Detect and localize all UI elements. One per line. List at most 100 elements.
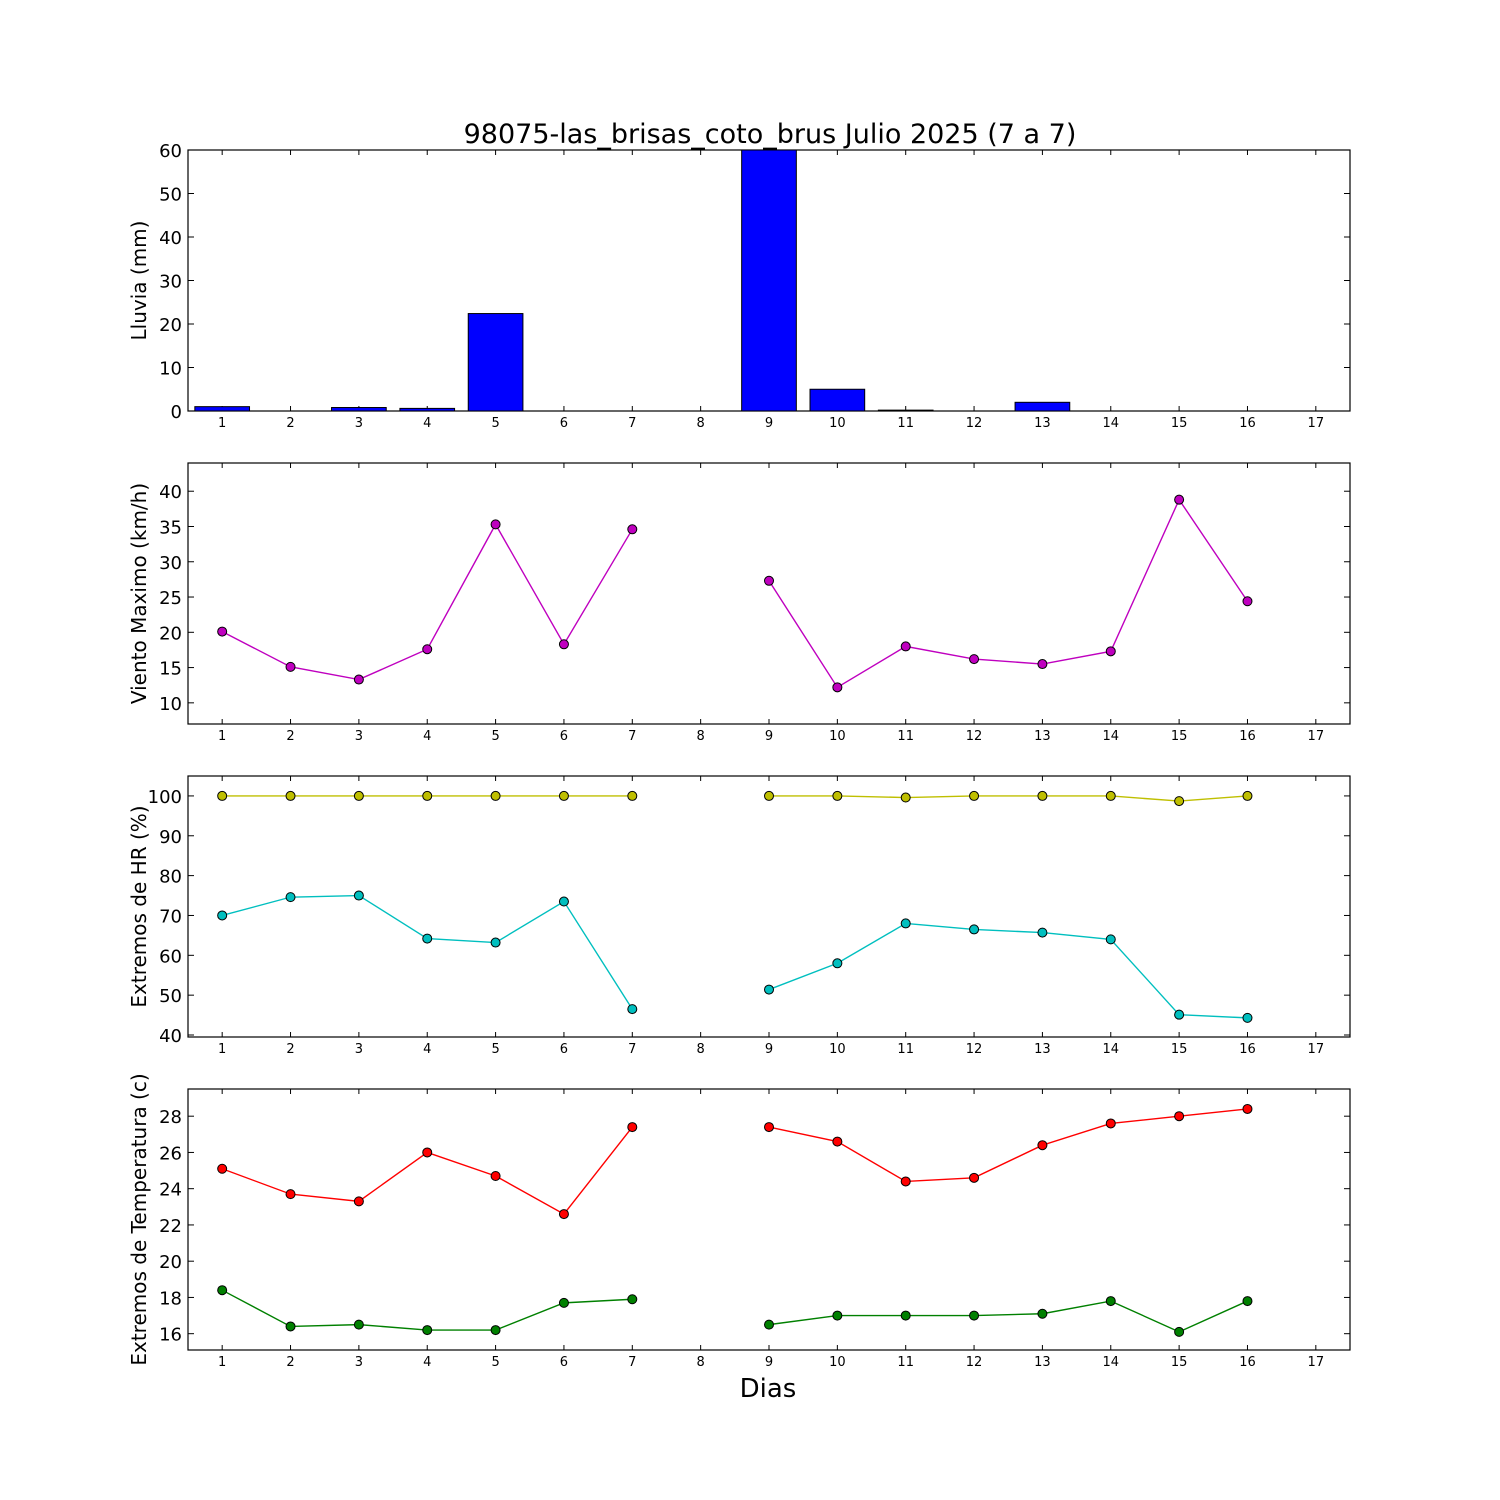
series-line xyxy=(768,1300,1248,1333)
data-point xyxy=(353,890,364,901)
y-tick-label: 20 xyxy=(159,315,182,336)
x-tick-label: 12 xyxy=(966,416,983,431)
chart-title: 98075-las_brisas_coto_brus Julio 2025 (7… xyxy=(464,119,1077,150)
data-point xyxy=(1174,494,1185,505)
series-line xyxy=(769,795,1248,802)
x-tick-label: 14 xyxy=(1102,416,1119,431)
bar xyxy=(877,409,934,412)
data-point xyxy=(1037,1140,1048,1151)
x-tick-label: 8 xyxy=(697,729,705,744)
x-tick-label: 16 xyxy=(1239,729,1256,744)
data-point xyxy=(217,626,228,637)
x-tick-label: 7 xyxy=(628,729,636,744)
data-point xyxy=(558,1297,569,1308)
x-tick-label: 1 xyxy=(218,1355,226,1370)
x-tick-label: 14 xyxy=(1102,1042,1119,1057)
data-point xyxy=(900,792,911,803)
y-tick-label: 20 xyxy=(159,1252,182,1273)
x-tick-label: 17 xyxy=(1308,729,1325,744)
data-point xyxy=(490,937,501,948)
data-point xyxy=(1174,1009,1185,1020)
x-tick-label: 8 xyxy=(697,1355,705,1370)
data-point xyxy=(1037,659,1048,670)
x-tick-label: 16 xyxy=(1239,1042,1256,1057)
y-tick-label: 30 xyxy=(159,272,182,293)
y-tick-label: 22 xyxy=(159,1216,182,1237)
series-group xyxy=(217,1103,1253,1220)
x-tick-label: 15 xyxy=(1171,1042,1188,1057)
series-line xyxy=(768,1108,1248,1183)
data-point xyxy=(422,1147,433,1158)
data-point xyxy=(1105,646,1116,657)
y-tick-label: 28 xyxy=(159,1107,182,1128)
x-tick-label: 13 xyxy=(1034,1042,1051,1057)
y-tick-label: 80 xyxy=(159,867,182,888)
x-tick-label: 15 xyxy=(1171,416,1188,431)
data-point xyxy=(969,790,980,801)
x-tick-label: 11 xyxy=(897,729,914,744)
bar xyxy=(331,407,387,412)
bar xyxy=(194,406,251,412)
y-tick-label: 40 xyxy=(159,228,182,249)
y-tick-label: 40 xyxy=(159,1026,182,1047)
data-point xyxy=(627,1004,638,1015)
x-tick-label: 9 xyxy=(765,729,773,744)
x-tick-label: 2 xyxy=(286,416,294,431)
data-point xyxy=(558,790,569,801)
data-point xyxy=(764,575,774,586)
data-point xyxy=(1242,596,1253,607)
data-point xyxy=(490,1171,501,1181)
data-point xyxy=(217,910,228,921)
data-point xyxy=(832,682,843,693)
y-tick-label: 60 xyxy=(159,946,182,967)
x-tick-label: 4 xyxy=(423,1355,431,1370)
x-tick-label: 17 xyxy=(1308,1042,1325,1057)
x-tick-label: 2 xyxy=(286,729,294,744)
data-point xyxy=(1174,1111,1185,1122)
data-point xyxy=(490,1325,501,1336)
y-tick-label: 10 xyxy=(159,359,182,380)
y-tick-label: 0 xyxy=(171,402,182,423)
x-tick-label: 1 xyxy=(218,729,226,744)
panel-3: 1 2 3 4 5 6 7 8 9 10 11 12 13 14 15 16 17405060708090100… xyxy=(127,775,1351,1057)
y-tick-label: 20 xyxy=(159,623,182,644)
y-tick-label: 35 xyxy=(159,517,182,538)
x-tick-label: 1 xyxy=(218,416,226,431)
data-point xyxy=(832,1136,843,1147)
y-tick-label: 10 xyxy=(159,694,182,715)
x-tick-label: 12 xyxy=(966,1042,983,1057)
data-point xyxy=(1037,790,1048,801)
y-tick-label: 70 xyxy=(159,906,182,927)
x-tick-label: 1 xyxy=(218,1042,226,1057)
bar xyxy=(467,313,524,412)
data-point xyxy=(422,933,433,944)
data-point xyxy=(490,790,501,801)
data-point xyxy=(558,1209,569,1220)
x-tick-label: 10 xyxy=(829,729,846,744)
panel-1: 1 2 3 4 5 6 7 8 9 10 11 12 13 14 15 16 170102030405060Ll… xyxy=(127,141,1351,431)
data-point xyxy=(900,1310,911,1321)
series-group xyxy=(217,890,1253,1023)
data-point xyxy=(832,958,843,969)
data-point xyxy=(217,1163,228,1174)
x-axis-label: Dias xyxy=(740,1374,797,1404)
x-tick-label: 11 xyxy=(897,1355,914,1370)
x-tick-label: 6 xyxy=(560,729,568,744)
x-tick-label: 8 xyxy=(697,1042,705,1057)
panels-group: 1 2 3 4 5 6 7 8 9 10 11 12 13 14 15 16 170102030405060Ll… xyxy=(127,141,1351,1370)
data-point xyxy=(558,896,569,907)
x-tick-label: 13 xyxy=(1034,729,1051,744)
data-point xyxy=(900,918,911,929)
y-tick-label: 18 xyxy=(159,1288,182,1309)
data-point xyxy=(353,790,364,801)
x-tick-label: 13 xyxy=(1034,416,1051,431)
x-tick-label: 15 xyxy=(1171,1355,1188,1370)
data-point xyxy=(832,1310,843,1321)
y-axis-label: Extremos de HR (%) xyxy=(127,805,151,1007)
x-tick-label: 4 xyxy=(423,416,431,431)
x-tick-label: 15 xyxy=(1171,729,1188,744)
y-tick-label: 60 xyxy=(159,141,182,162)
data-point xyxy=(422,644,433,655)
x-tick-label: 4 xyxy=(423,1042,431,1057)
data-point xyxy=(285,661,296,672)
